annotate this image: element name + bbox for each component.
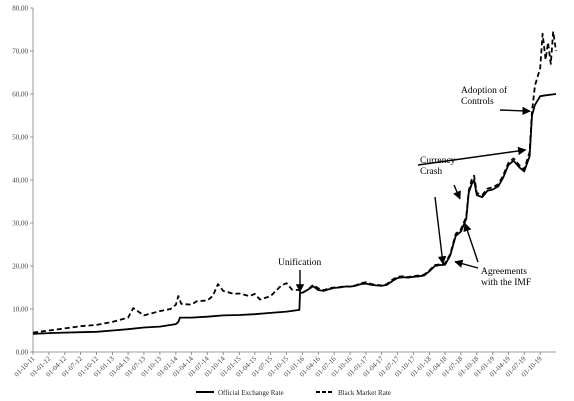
y-tick-label: 50,00 [12, 134, 28, 142]
legend-official-label: Official Exchange Rate [218, 389, 284, 397]
y-tick-label: 20,00 [12, 263, 28, 271]
agreements-imf-arrow [454, 259, 479, 269]
agreements-imf-arrow [463, 222, 479, 263]
currency-crash-label-line: Currency [420, 156, 456, 166]
y-tick-label: 60,00 [12, 91, 28, 99]
y-tick-label: 40,00 [12, 177, 28, 185]
official-rate-line [32, 93, 557, 335]
agreements-imf-label-line: with the IMF [481, 278, 531, 288]
unification-label: Unification [278, 257, 322, 268]
currency-crash-arrow [434, 196, 447, 265]
adoption-controls-label: Adoption of Controls [461, 85, 508, 107]
agreements-imf-label: Agreements with the IMF [481, 267, 531, 288]
y-tick-label: 0,00 [16, 349, 29, 357]
adoption-controls-arrow [417, 146, 527, 166]
legend: Official Exchange Rate Black Market Rate [196, 389, 391, 397]
y-tick-label: 70,00 [12, 48, 28, 56]
currency-crash-arrow [453, 184, 461, 200]
y-tick-label: 10,00 [12, 306, 28, 314]
adoption-controls-arrow [499, 106, 531, 116]
unification-label-line: Unification [278, 257, 322, 268]
series-layer [32, 30, 557, 335]
legend-black-market-label: Black Market Rate [338, 389, 391, 397]
currency-crash-label-line: Crash [420, 167, 442, 177]
annotation-layer: Unification Currency Crash Agreements with t… [278, 85, 531, 293]
adoption-controls-label-line: Adoption of [461, 85, 508, 96]
adoption-controls-label-line: Controls [461, 97, 494, 107]
y-tick-label: 30,00 [12, 220, 28, 228]
agreements-imf-label-line: Agreements [481, 267, 527, 277]
currency-crash-label: Currency Crash [420, 156, 456, 177]
axis-layer: 0,00 10,00 20,00 30,00 40,00 50,00 60,00 70,00 8… [12, 5, 556, 379]
black-market-line [32, 30, 557, 334]
y-tick-label: 80,00 [12, 5, 28, 13]
